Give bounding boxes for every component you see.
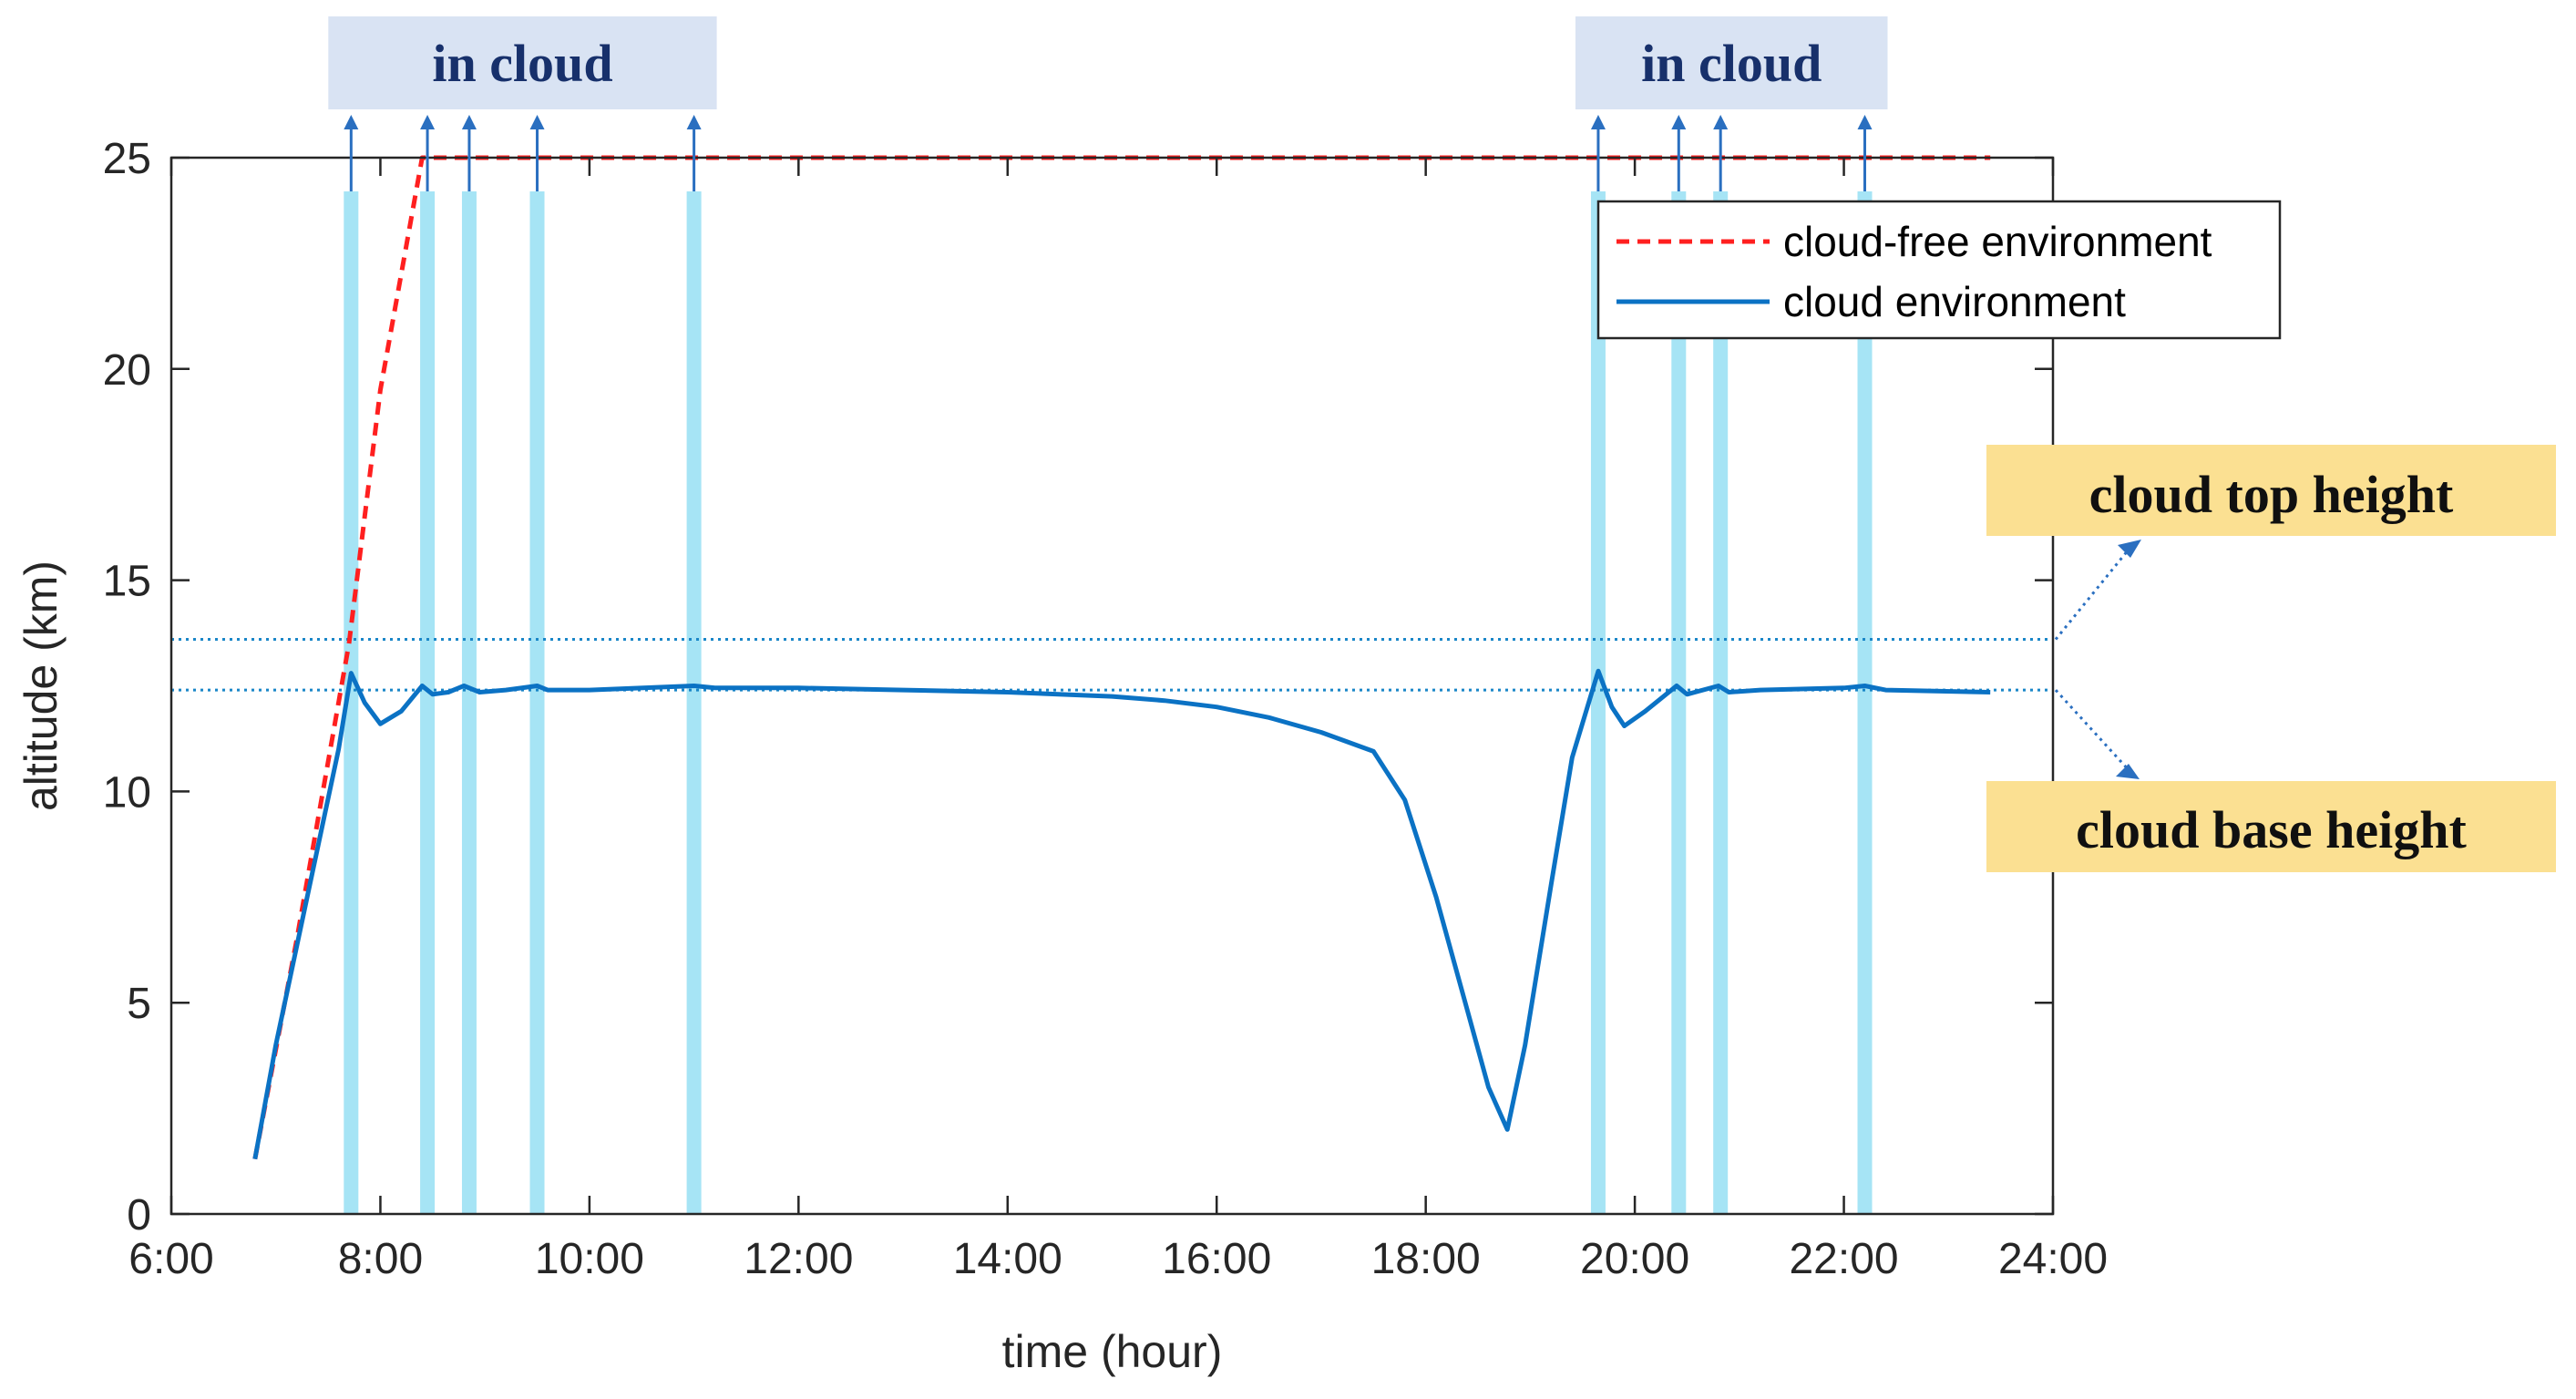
in-cloud-arrowhead-2	[461, 115, 477, 129]
x-tick-label-7: 20:00	[1580, 1235, 1689, 1283]
ticks: 6:00 8:00 10:00 12:00 14:00 16:00 18:00 20:00 22…	[103, 135, 2108, 1283]
in-cloud-arrowhead-3	[529, 115, 545, 129]
in-cloud-arrowhead-5	[1590, 115, 1606, 129]
y-tick-label-3: 15	[103, 558, 151, 606]
y-axis-label: altitude (km)	[15, 561, 67, 811]
series-line-1	[252, 668, 1991, 1160]
in-cloud-arrowhead-1	[420, 115, 436, 129]
y-tick-label-1: 5	[127, 980, 151, 1028]
in-cloud-arrowhead-0	[344, 115, 359, 129]
legend-label-cloud-free: cloud-free environment	[1783, 218, 2212, 265]
in-cloud-band-1	[420, 191, 436, 1214]
x-tick-label-8: 22:00	[1789, 1235, 1898, 1283]
in-cloud-label-0: in cloud	[432, 34, 612, 93]
cloud-base-callout-label: cloud base height	[2076, 800, 2467, 859]
cloud-base-callout-box	[1986, 781, 2556, 872]
in-cloud-band-8	[1857, 191, 1873, 1214]
y-tick-label-4: 20	[103, 346, 151, 395]
cloud-top-callout-arrowhead	[2118, 540, 2141, 558]
y-tick-label-5: 25	[103, 135, 151, 183]
in-cloud-band-0	[344, 191, 359, 1214]
x-tick-label-9: 24:00	[1998, 1235, 2108, 1283]
cloud-top-callout-arrow	[2054, 544, 2134, 641]
in-cloud-labels: in cloud in cloud	[328, 16, 1888, 109]
reference-lines	[171, 638, 2053, 692]
in-cloud-label-1: in cloud	[1641, 34, 1822, 93]
in-cloud-band-7	[1713, 191, 1729, 1214]
cloud-base-callout-arrow	[2054, 689, 2132, 774]
x-tick-label-0: 6:00	[128, 1235, 213, 1283]
in-cloud-band-5	[1590, 191, 1606, 1214]
y-tick-label-2: 10	[103, 768, 151, 817]
in-cloud-arrowhead-7	[1713, 115, 1729, 129]
x-axis-label: time (hour)	[1002, 1326, 1223, 1377]
in-cloud-arrowhead-4	[686, 115, 702, 129]
in-cloud-arrowhead-8	[1857, 115, 1873, 129]
cloud-base-callout-arrowhead	[2116, 764, 2140, 779]
x-tick-label-1: 8:00	[338, 1235, 423, 1283]
in-cloud-arrowhead-6	[1671, 115, 1687, 129]
x-tick-label-5: 16:00	[1162, 1235, 1271, 1283]
y-tick-label-0: 0	[127, 1191, 151, 1240]
callouts: cloud top height cloud base height	[1986, 445, 2556, 872]
legend-box	[1596, 200, 2282, 340]
in-cloud-band-6	[1671, 191, 1687, 1214]
in-cloud-band-2	[461, 191, 477, 1214]
cloud-top-callout-label: cloud top height	[2089, 465, 2454, 524]
x-tick-label-6: 18:00	[1371, 1235, 1481, 1283]
x-tick-label-3: 12:00	[744, 1235, 853, 1283]
in-cloud-arrows	[344, 115, 1873, 191]
x-tick-label-4: 14:00	[953, 1235, 1062, 1283]
x-tick-label-2: 10:00	[535, 1235, 644, 1283]
legend: cloud-free environment cloud environment	[1596, 200, 2282, 340]
in-cloud-box-0	[328, 16, 717, 109]
series-line-0	[252, 155, 1991, 1160]
in-cloud-bands	[344, 191, 1873, 1214]
series-group	[252, 155, 1991, 1160]
legend-label-cloud: cloud environment	[1783, 278, 2126, 325]
axes-frame	[169, 156, 2055, 1216]
in-cloud-band-3	[529, 191, 545, 1214]
in-cloud-box-1	[1575, 16, 1888, 109]
in-cloud-band-4	[686, 191, 702, 1214]
cloud-top-callout-box	[1986, 445, 2556, 536]
